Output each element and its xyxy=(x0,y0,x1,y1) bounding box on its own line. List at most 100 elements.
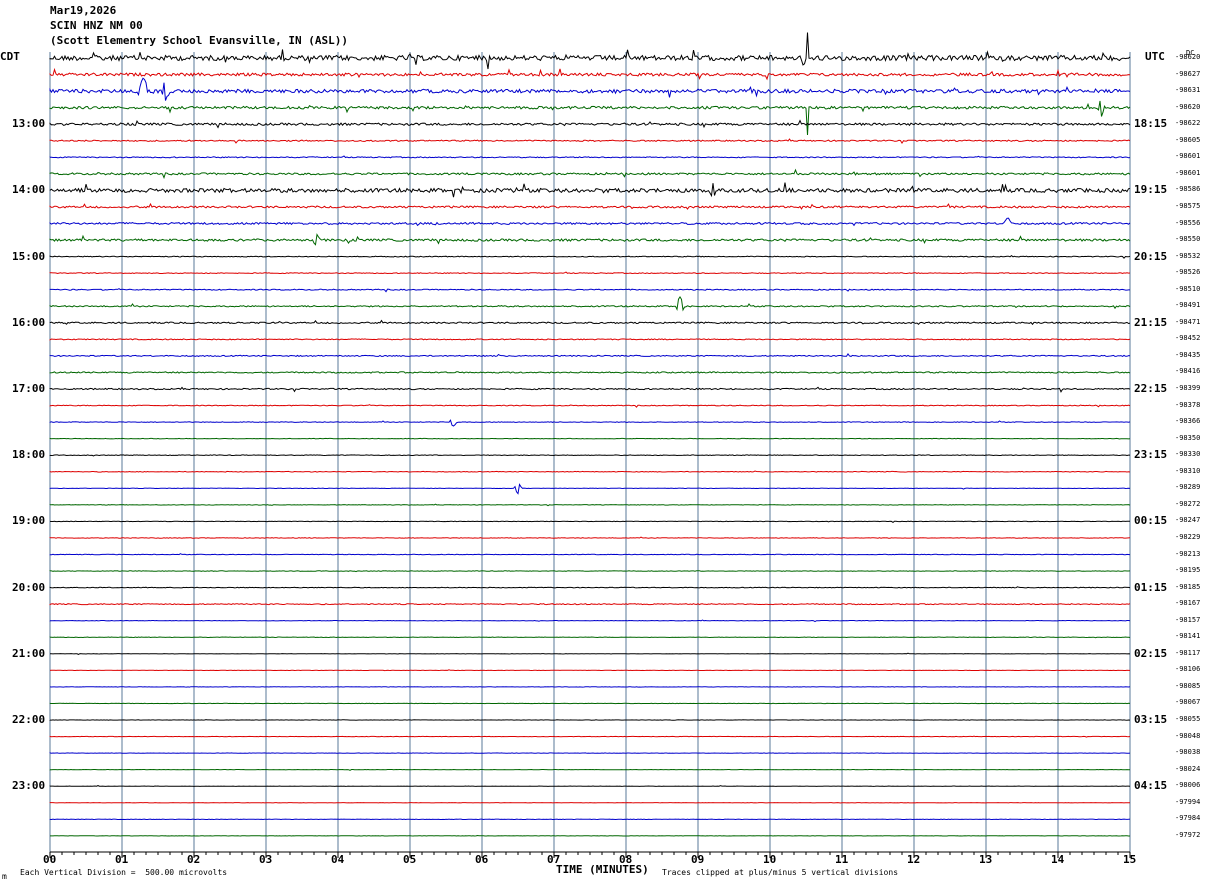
left-hour-label: 15:00 xyxy=(12,249,46,263)
trace-row xyxy=(49,636,1131,639)
station-location: (Scott Elementry School Evansville, IN (… xyxy=(50,34,349,47)
trace-row xyxy=(49,503,1131,507)
trace-row xyxy=(49,735,1131,738)
right-hour-label: 03:15 xyxy=(1134,713,1168,726)
trace-row xyxy=(49,386,1131,393)
trace-row xyxy=(50,652,1131,655)
trace-row xyxy=(49,288,1130,293)
trace-row xyxy=(49,619,1131,623)
right-hour-label: 18:15 xyxy=(1134,117,1168,131)
trace-row xyxy=(49,338,1131,341)
left-hour-label: 22:00 xyxy=(12,713,46,726)
x-axis-title: TIME (MINUTES) xyxy=(556,863,649,876)
dc-offset-label: -98157 xyxy=(1175,615,1201,624)
dc-offset-label: -98471 xyxy=(1175,317,1201,326)
trace-row xyxy=(49,217,1131,227)
right-hour-label: 02:15 xyxy=(1134,646,1168,660)
dc-offset-label: -97972 xyxy=(1175,830,1201,839)
x-tick-label: 04 xyxy=(331,853,345,866)
trace-row xyxy=(49,520,1131,524)
x-tick-label: 01 xyxy=(115,853,129,866)
trace-row xyxy=(49,669,1130,672)
trace-row xyxy=(49,371,1131,374)
dc-offset-label: -98195 xyxy=(1175,566,1201,575)
dc-offset-label: -98038 xyxy=(1175,748,1201,757)
dc-label: DC xyxy=(1186,49,1195,57)
dc-offset-label: -98631 xyxy=(1175,86,1201,95)
x-tick-label: 05 xyxy=(403,853,417,866)
x-tick-label: 02 xyxy=(187,853,201,866)
right-hour-label: 22:15 xyxy=(1134,382,1168,395)
trace-row xyxy=(49,254,1131,259)
trace-row xyxy=(49,182,1131,198)
dc-offset-label: -98627 xyxy=(1175,69,1201,78)
right-hour-label: 04:15 xyxy=(1134,779,1168,793)
dc-offset-label: -98620 xyxy=(1175,102,1201,111)
time-axis xyxy=(49,851,1131,858)
dc-offset-label: -98247 xyxy=(1175,516,1201,525)
trace-row xyxy=(50,834,1130,837)
trace-row xyxy=(49,295,1131,312)
right-hour-label: 21:15 xyxy=(1134,315,1168,329)
dc-offset-label: -98310 xyxy=(1175,466,1201,475)
dc-offset-label: -98378 xyxy=(1175,400,1201,409)
dc-offset-label: -98141 xyxy=(1175,632,1201,641)
dc-offset-label: -98556 xyxy=(1175,218,1201,227)
trace-row xyxy=(49,419,1131,427)
x-tick-label: 11 xyxy=(835,853,849,866)
trace-row xyxy=(49,536,1131,539)
dc-offset-label: -98399 xyxy=(1175,384,1201,392)
trace-row xyxy=(49,404,1131,408)
clip-note: Traces clipped at plus/minus 5 vertical … xyxy=(662,868,899,877)
trace-row xyxy=(49,100,1131,136)
trace-row xyxy=(49,719,1131,721)
trace-row xyxy=(49,67,1131,81)
left-hour-label: 21:00 xyxy=(12,646,46,660)
trace-row xyxy=(49,483,1131,495)
station-code: SCIN HNZ NM 00 xyxy=(50,19,143,32)
trace-row xyxy=(49,570,1131,573)
x-tick-label: 09 xyxy=(691,853,705,866)
trace-row xyxy=(49,553,1131,556)
x-tick-label: 00 xyxy=(43,853,57,866)
dc-offset-label: -98491 xyxy=(1175,301,1201,310)
dc-offset-label: -98586 xyxy=(1175,185,1201,194)
plot-grid xyxy=(49,52,1131,852)
dc-offset-label: -98416 xyxy=(1175,367,1201,376)
dc-offset-label: -98366 xyxy=(1175,417,1201,426)
dc-offset-label: -98006 xyxy=(1175,781,1201,790)
dc-offset-label: -98272 xyxy=(1175,499,1201,508)
scale-note: Each Vertical Division = 500.00 microvol… xyxy=(20,868,228,877)
trace-row xyxy=(49,138,1131,145)
left-hour-label: 20:00 xyxy=(12,580,46,594)
dc-offset-label: -98622 xyxy=(1175,119,1201,128)
trace-row xyxy=(49,319,1131,326)
trace-row xyxy=(49,470,1131,473)
trace-row xyxy=(49,454,1130,457)
trace-row xyxy=(49,785,1131,787)
x-tick-label: 14 xyxy=(1051,853,1065,866)
dc-offset-label: -98229 xyxy=(1175,532,1201,541)
left-hour-label: 16:00 xyxy=(12,315,46,329)
left-hour-label: 13:00 xyxy=(12,117,46,131)
dc-offset-label: -98289 xyxy=(1175,483,1201,492)
left-hour-label: 19:00 xyxy=(12,514,46,528)
dc-offset-label: -98024 xyxy=(1175,764,1201,773)
left-timezone-label: CDT xyxy=(0,50,20,63)
left-hour-label: 14:00 xyxy=(12,183,46,197)
seismic-traces xyxy=(49,32,1131,837)
dc-offset-label: -98510 xyxy=(1175,284,1201,293)
dc-offset-label: -98532 xyxy=(1175,251,1201,260)
right-hour-label: 19:15 xyxy=(1134,183,1168,197)
dc-offset-label: -98435 xyxy=(1175,350,1201,359)
x-tick-label: 03 xyxy=(259,853,273,866)
dc-offset-label: -98601 xyxy=(1175,152,1201,161)
trace-row xyxy=(49,437,1131,440)
dc-offset-label: -98085 xyxy=(1175,681,1201,690)
right-hour-label: 23:15 xyxy=(1134,448,1168,462)
right-hour-label: 01:15 xyxy=(1134,580,1168,594)
dc-offset-label: -98167 xyxy=(1175,599,1201,608)
right-timezone-label: UTC xyxy=(1145,50,1165,63)
trace-row xyxy=(49,32,1131,70)
